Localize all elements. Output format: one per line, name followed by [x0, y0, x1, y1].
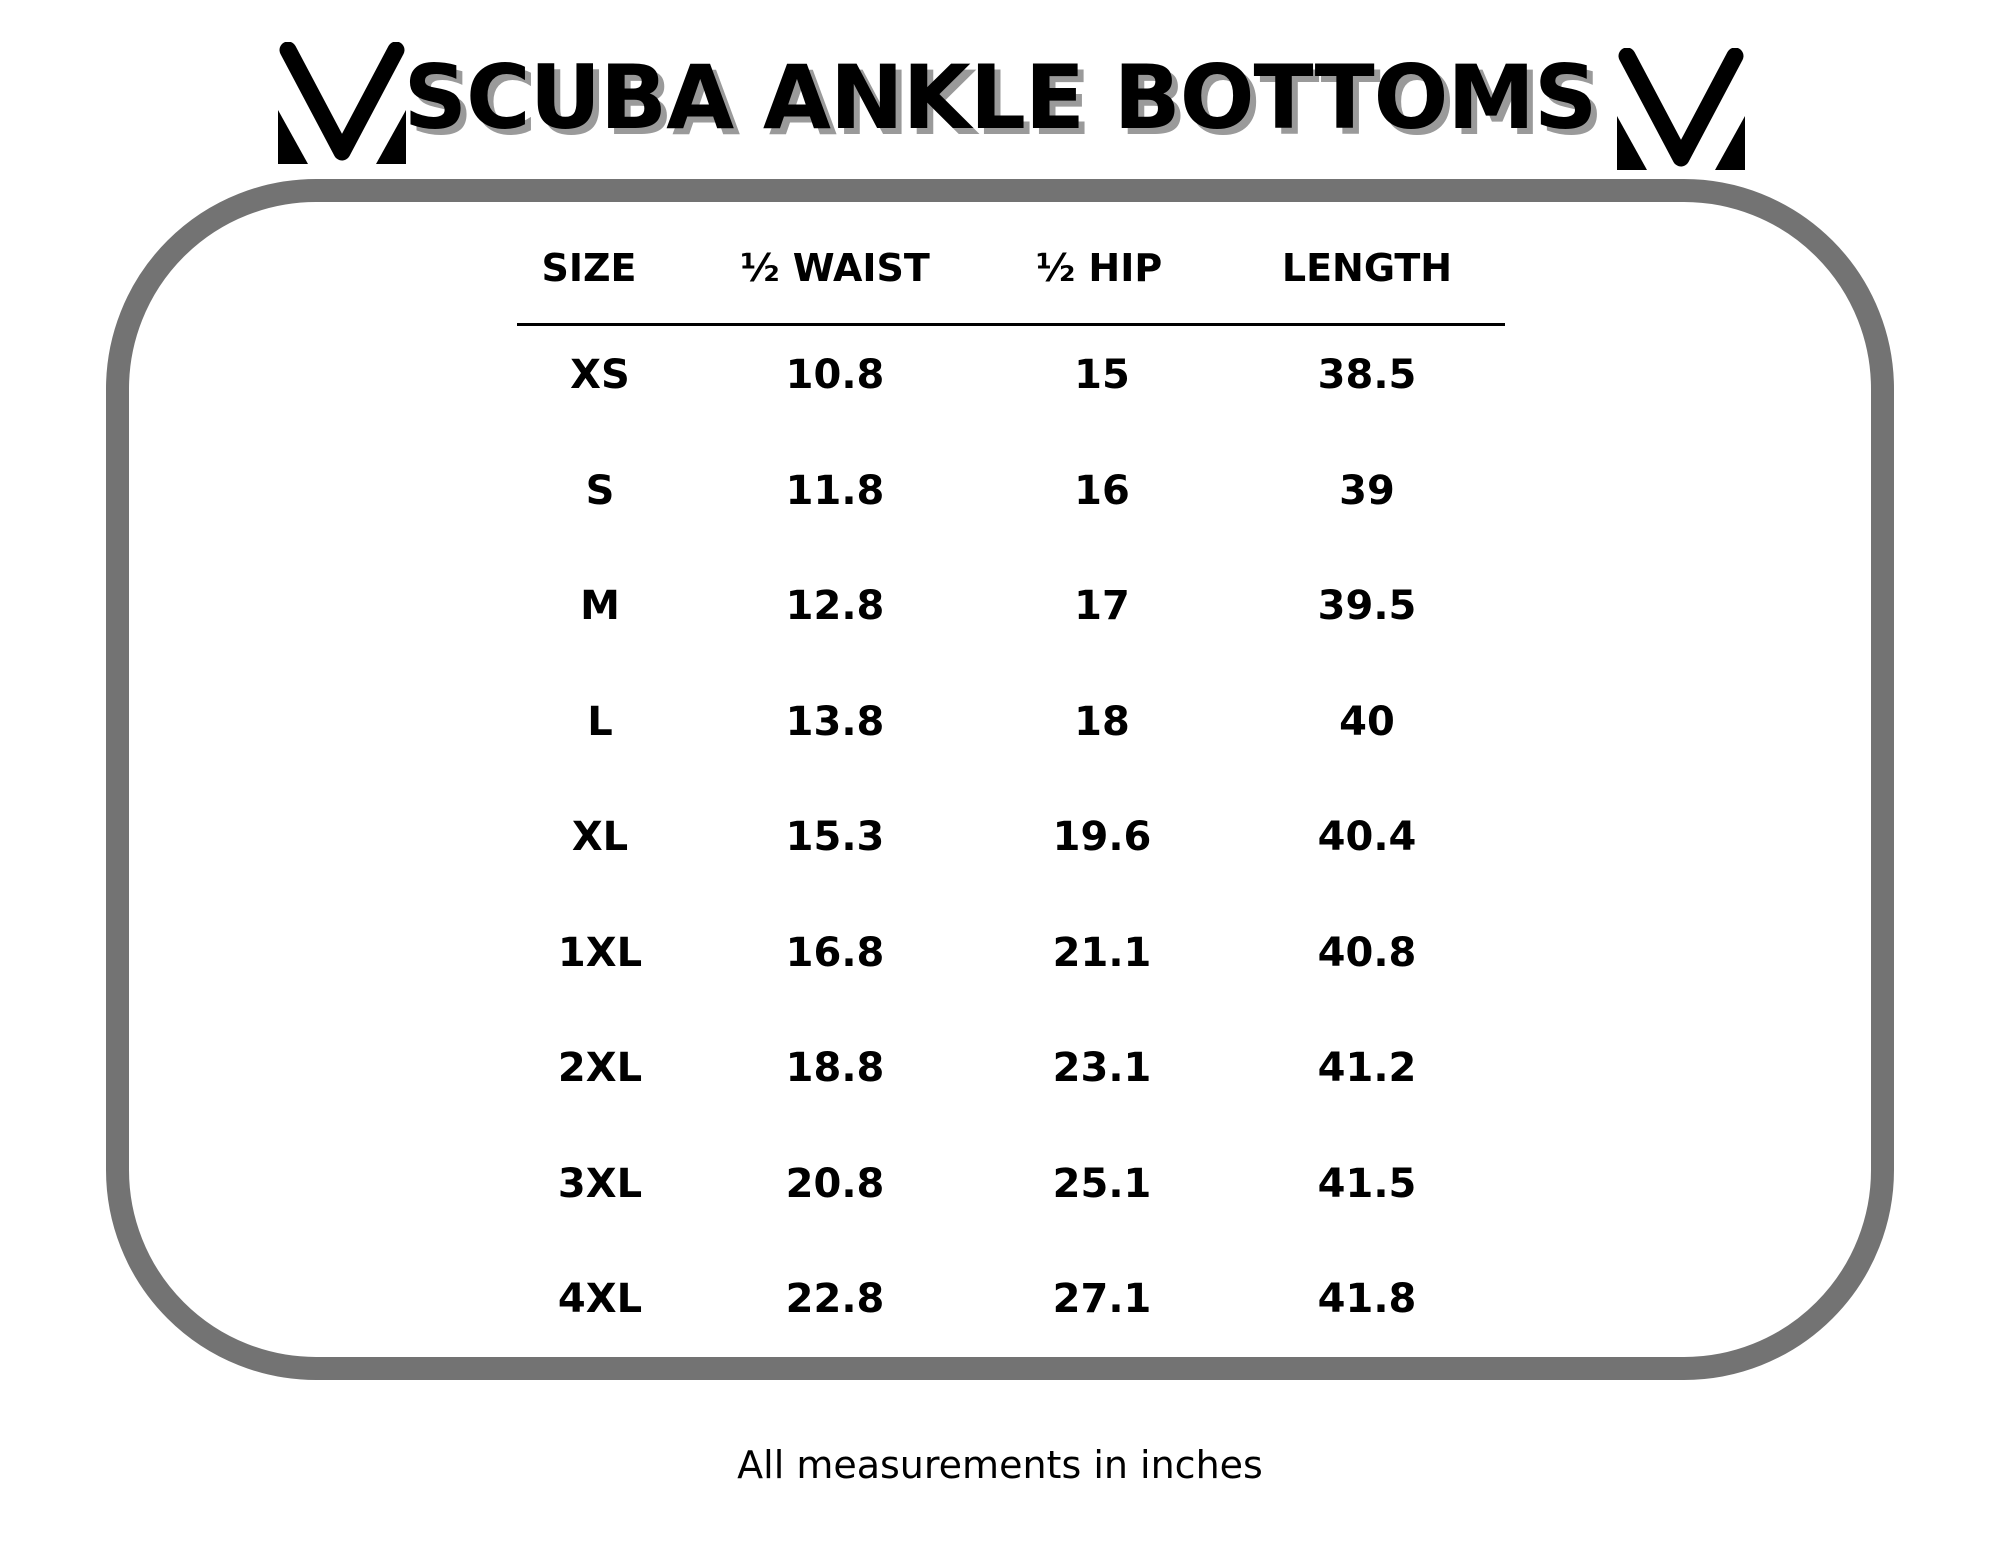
cell-hip: 25.1: [1052, 1160, 1152, 1207]
cell-size: XS: [570, 352, 630, 398]
cell-length: 40.8: [1317, 929, 1417, 976]
cell-hip: 19.6: [1052, 814, 1152, 860]
cell-length: 41.5: [1317, 1160, 1417, 1207]
cell-length: 41.2: [1317, 1045, 1417, 1091]
cell-size: S: [585, 467, 615, 514]
cell-size: 1XL: [557, 929, 643, 976]
brand-logo-icon: [278, 42, 406, 164]
brand-logo-icon: [1617, 48, 1745, 170]
column-header-size: SIZE: [541, 246, 637, 290]
cell-size: 2XL: [557, 1045, 643, 1091]
column-header-hip: ½ HIP: [1035, 246, 1163, 290]
cell-hip: 16: [1074, 467, 1130, 514]
cell-hip: 27.1: [1052, 1276, 1152, 1322]
cell-waist: 13.8: [785, 698, 885, 745]
cell-length: 38.5: [1317, 352, 1417, 398]
cell-size: 3XL: [557, 1160, 643, 1207]
footer-note: All measurements in inches: [737, 1443, 1263, 1487]
cell-hip: 21.1: [1052, 929, 1152, 976]
column-header-waist: ½ WAIST: [740, 246, 930, 290]
cell-waist: 16.8: [785, 929, 885, 976]
cell-hip: 18: [1074, 698, 1130, 745]
cell-length: 41.8: [1317, 1276, 1417, 1322]
cell-waist: 20.8: [785, 1160, 885, 1207]
cell-size: L: [587, 698, 613, 745]
cell-waist: 12.8: [785, 583, 885, 629]
cell-waist: 10.8: [785, 352, 885, 398]
cell-waist: 18.8: [785, 1045, 885, 1091]
cell-length: 40: [1339, 698, 1395, 745]
cell-hip: 17: [1074, 583, 1130, 629]
cell-length: 39: [1339, 467, 1395, 514]
cell-waist: 22.8: [785, 1276, 885, 1322]
cell-waist: 11.8: [785, 467, 885, 514]
header-divider: [517, 323, 1505, 326]
cell-hip: 15: [1074, 352, 1130, 398]
column-header-length: LENGTH: [1281, 246, 1453, 290]
cell-hip: 23.1: [1052, 1045, 1152, 1091]
cell-waist: 15.3: [785, 814, 885, 860]
size-chart-frame: [106, 179, 1894, 1380]
cell-size: XL: [571, 814, 629, 860]
page-title: SCUBA ANKLE BOTTOMS: [403, 46, 1598, 149]
cell-size: M: [580, 583, 620, 629]
cell-length: 39.5: [1317, 583, 1417, 629]
cell-length: 40.4: [1317, 814, 1417, 860]
cell-size: 4XL: [557, 1276, 643, 1322]
